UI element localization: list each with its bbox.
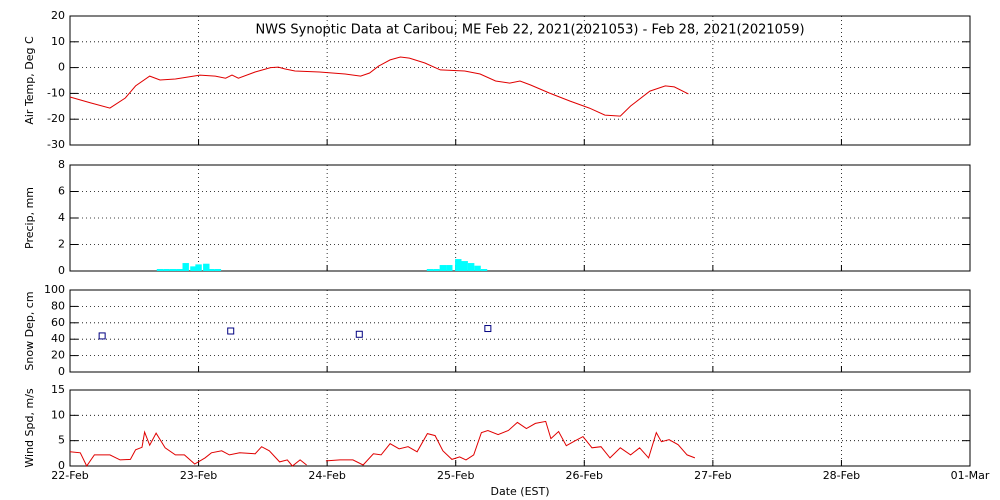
x-tick-label: 22-Feb: [51, 469, 88, 482]
bar: [182, 263, 189, 271]
point: [98, 332, 106, 340]
plot-frame: [69, 389, 971, 467]
y-tick-label: 5: [58, 434, 65, 447]
y-tick-label: -10: [47, 86, 65, 99]
bar: [208, 269, 215, 271]
x-tick-label: 28-Feb: [823, 469, 860, 482]
bar: [163, 269, 170, 271]
y-tick-label: -30: [47, 138, 65, 151]
y-tick-label: 100: [44, 283, 65, 296]
y-tick-label: 0: [58, 365, 65, 378]
bar: [433, 269, 440, 271]
y-tick-label: 15: [51, 383, 65, 396]
y-axis-label: Air Temp, Deg C: [23, 36, 36, 125]
x-tick-label: 26-Feb: [566, 469, 603, 482]
plot-frame: [69, 164, 971, 272]
y-tick-label: 8: [58, 158, 65, 171]
bar: [176, 269, 183, 271]
x-tick-label: 25-Feb: [437, 469, 474, 482]
bar: [156, 269, 164, 271]
y-tick-label: 40: [51, 332, 65, 345]
point: [484, 325, 492, 333]
data-line: [69, 420, 696, 467]
plot-frame: [69, 289, 971, 373]
y-axis-label: Precip, mm: [23, 187, 36, 249]
y-tick-label: 6: [58, 185, 65, 198]
y-axis-label: Wind Spd, m/s: [23, 388, 36, 468]
y-tick-label: 60: [51, 316, 65, 329]
plot-frame: [69, 15, 971, 146]
y-tick-label: -20: [47, 112, 65, 125]
bar: [480, 269, 488, 271]
x-tick-label: 27-Feb: [694, 469, 731, 482]
bar: [190, 266, 197, 271]
x-tick-label: 24-Feb: [308, 469, 345, 482]
chart-title: NWS Synoptic Data at Caribou, ME Feb 22,…: [255, 23, 804, 38]
bar: [461, 261, 468, 271]
point: [355, 330, 363, 338]
y-tick-label: 0: [58, 61, 65, 74]
bar: [455, 259, 462, 271]
bar: [446, 265, 453, 271]
bar: [467, 263, 475, 271]
y-tick-label: 20: [51, 9, 65, 22]
y-tick-label: 2: [58, 238, 65, 251]
y-axis-label: Snow Dep, cm: [23, 291, 36, 370]
y-tick-label: 4: [58, 211, 65, 224]
point: [227, 327, 235, 335]
y-tick-label: 0: [58, 459, 65, 472]
x-axis-label: Date (EST): [490, 485, 549, 498]
y-tick-label: 20: [51, 349, 65, 362]
x-tick-label: 23-Feb: [180, 469, 217, 482]
y-tick-label: 80: [51, 299, 65, 312]
bar: [214, 269, 222, 271]
bar: [439, 265, 447, 271]
bar: [203, 263, 210, 271]
y-tick-label: 0: [58, 264, 65, 277]
bar: [426, 269, 434, 271]
bar: [474, 265, 481, 271]
bar: [195, 264, 202, 271]
y-tick-label: 10: [51, 408, 65, 421]
y-tick-label: 10: [51, 35, 65, 48]
data-line: [69, 56, 689, 117]
x-tick-label: 01-Mar: [951, 469, 990, 482]
bar: [169, 269, 177, 271]
